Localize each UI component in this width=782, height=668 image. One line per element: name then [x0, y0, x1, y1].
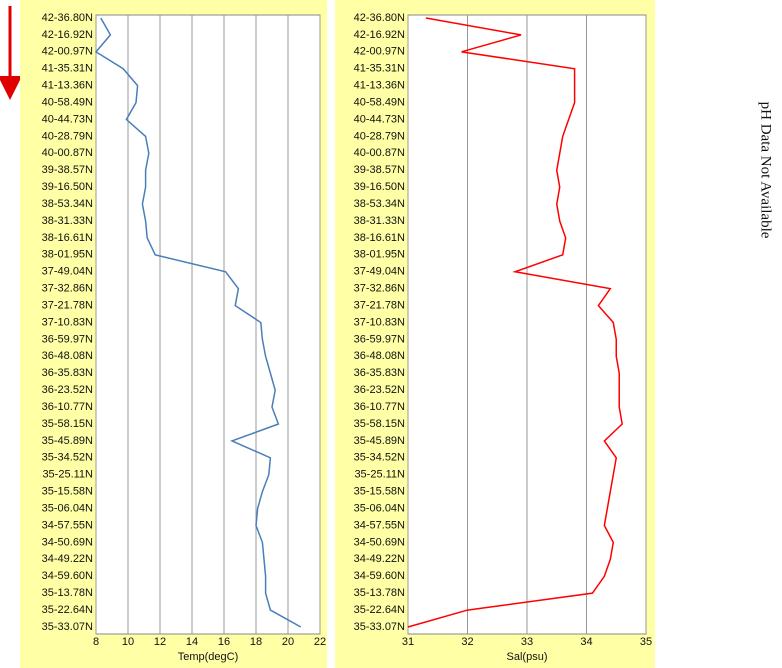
plot-area	[95, 14, 321, 635]
y-tick-label: 38-01.95N	[354, 249, 405, 261]
y-tick-label: 36-23.52N	[354, 384, 405, 396]
x-tick-label: 8	[93, 636, 99, 648]
y-tick-label: 35-06.04N	[42, 502, 93, 514]
y-tick-label: 34-59.60N	[354, 570, 405, 582]
y-tick-label: 36-35.83N	[42, 367, 93, 379]
y-tick-label: 35-25.11N	[354, 469, 405, 481]
x-axis-title: Sal(psu)	[507, 651, 548, 663]
y-tick-label: 40-58.49N	[354, 96, 405, 108]
y-tick-label: 38-53.34N	[42, 198, 93, 210]
x-tick-label: 16	[218, 636, 230, 648]
y-tick-label: 38-16.61N	[354, 232, 405, 244]
y-tick-label: 42-00.97N	[354, 46, 405, 58]
y-tick-label: 34-50.69N	[42, 536, 93, 548]
x-tick-label: 18	[250, 636, 262, 648]
y-tick-label: 36-10.77N	[354, 401, 405, 413]
y-tick-label: 40-00.87N	[42, 147, 93, 159]
y-tick-label: 35-13.78N	[42, 587, 93, 599]
y-tick-label: 40-44.73N	[42, 113, 93, 125]
y-tick-label: 35-13.78N	[354, 587, 405, 599]
y-tick-label: 39-16.50N	[354, 181, 405, 193]
y-tick-label: 34-49.22N	[354, 553, 405, 565]
y-tick-label: 35-25.11N	[42, 469, 93, 481]
y-tick-label: 38-16.61N	[42, 232, 93, 244]
y-tick-label: 35-33.07N	[42, 621, 93, 633]
y-tick-label: 38-31.33N	[42, 215, 93, 227]
y-tick-label: 40-00.87N	[354, 147, 405, 159]
y-tick-label: 39-38.57N	[354, 164, 405, 176]
y-tick-label: 42-36.80N	[354, 12, 405, 24]
y-tick-label: 34-57.55N	[354, 519, 405, 531]
y-tick-label: 42-00.97N	[42, 46, 93, 58]
x-tick-label: 22	[314, 636, 326, 648]
y-tick-label: 39-16.50N	[42, 181, 93, 193]
y-tick-label: 37-10.83N	[354, 316, 405, 328]
y-tick-label: 36-59.97N	[42, 333, 93, 345]
y-tick-label: 35-58.15N	[42, 418, 93, 430]
y-tick-label: 41-13.36N	[42, 80, 93, 92]
y-tick-label: 36-23.52N	[42, 384, 93, 396]
y-tick-label: 41-35.31N	[354, 63, 405, 75]
y-tick-label: 42-36.80N	[42, 12, 93, 24]
y-tick-label: 38-01.95N	[42, 249, 93, 261]
y-tick-label: 37-32.86N	[42, 283, 93, 295]
y-tick-label: 38-31.33N	[354, 215, 405, 227]
y-tick-label: 35-34.52N	[42, 452, 93, 464]
x-tick-label: 32	[461, 636, 473, 648]
y-tick-label: 37-21.78N	[42, 299, 93, 311]
y-tick-label: 35-45.89N	[354, 435, 405, 447]
y-tick-label: 35-15.58N	[42, 486, 93, 498]
x-tick-label: 33	[521, 636, 533, 648]
y-tick-label: 37-21.78N	[354, 299, 405, 311]
y-tick-label: 41-13.36N	[354, 80, 405, 92]
y-tick-label: 38-53.34N	[354, 198, 405, 210]
x-tick-label: 10	[122, 636, 134, 648]
y-tick-label: 37-32.86N	[354, 283, 405, 295]
x-axis-title: Temp(degC)	[178, 651, 239, 663]
data-line	[407, 17, 624, 628]
y-tick-label: 40-28.79N	[42, 130, 93, 142]
y-tick-label: 35-58.15N	[354, 418, 405, 430]
x-tick-label: 34	[580, 636, 592, 648]
y-tick-label: 34-59.60N	[42, 570, 93, 582]
y-tick-label: 36-10.77N	[42, 401, 93, 413]
y-tick-label: 35-33.07N	[354, 621, 405, 633]
y-tick-label: 42-16.92N	[354, 29, 405, 41]
y-tick-label: 35-22.64N	[42, 604, 93, 616]
y-tick-label: 36-48.08N	[354, 350, 405, 362]
y-tick-label: 37-49.04N	[354, 266, 405, 278]
y-tick-label: 35-34.52N	[354, 452, 405, 464]
y-tick-label: 39-38.57N	[42, 164, 93, 176]
y-tick-label: 37-10.83N	[42, 316, 93, 328]
y-tick-label: 36-48.08N	[42, 350, 93, 362]
y-tick-label: 36-35.83N	[354, 367, 405, 379]
y-tick-label: 35-45.89N	[42, 435, 93, 447]
y-tick-label: 36-59.97N	[354, 333, 405, 345]
y-tick-label: 40-44.73N	[354, 113, 405, 125]
y-tick-label: 41-35.31N	[42, 63, 93, 75]
y-tick-label: 40-58.49N	[42, 96, 93, 108]
y-tick-label: 35-06.04N	[354, 502, 405, 514]
y-tick-label: 40-28.79N	[354, 130, 405, 142]
x-tick-label: 14	[186, 636, 198, 648]
x-tick-label: 31	[402, 636, 414, 648]
y-tick-label: 34-49.22N	[42, 553, 93, 565]
note: pH Data Not Available	[758, 102, 774, 239]
y-tick-label: 34-57.55N	[42, 519, 93, 531]
x-tick-label: 12	[154, 636, 166, 648]
y-tick-label: 35-15.58N	[354, 486, 405, 498]
y-tick-label: 35-22.64N	[354, 604, 405, 616]
y-tick-label: 34-50.69N	[354, 536, 405, 548]
y-tick-label: 42-16.92N	[42, 29, 93, 41]
data-line	[94, 17, 302, 628]
x-tick-label: 20	[282, 636, 294, 648]
x-tick-label: 35	[640, 636, 652, 648]
y-tick-label: 37-49.04N	[42, 266, 93, 278]
